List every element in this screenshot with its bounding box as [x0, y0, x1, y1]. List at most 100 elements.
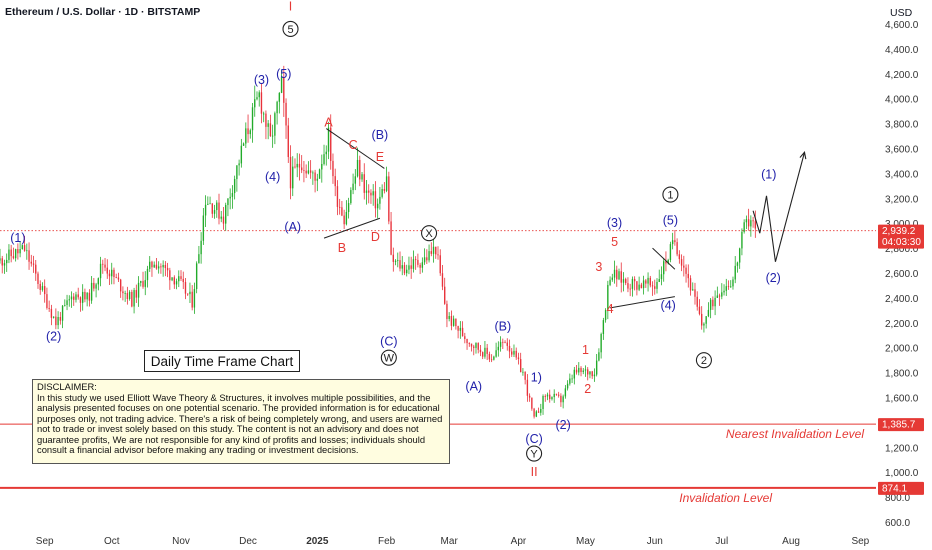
candle-body [17, 249, 19, 254]
candle-body [227, 198, 229, 206]
candle-body [549, 394, 551, 400]
candle-body [598, 352, 600, 361]
candle-body [102, 263, 104, 265]
candle-body [298, 163, 301, 168]
candle-body [238, 163, 240, 166]
candle-body [341, 207, 343, 216]
candle-body [318, 169, 321, 179]
candle-body [680, 259, 683, 266]
candle-body [741, 231, 743, 249]
candle-body [707, 309, 710, 317]
candle-body [490, 359, 493, 361]
candle-body [90, 282, 93, 301]
candle-body [394, 260, 397, 262]
wave-label: (1) [10, 231, 25, 245]
candle-body [316, 178, 319, 181]
candle-body [153, 264, 155, 268]
x-axis[interactable]: Sep Oct Nov Dec 2025 Feb Mar Apr May Jun Jul Aug Sep [36, 536, 870, 547]
candle-body [115, 277, 117, 278]
candle-body [732, 279, 734, 287]
candle-body [743, 222, 745, 232]
candle-body [338, 206, 341, 208]
candle-body [182, 278, 184, 283]
candle-body [8, 249, 10, 260]
candle-body [162, 264, 164, 268]
candle-body [419, 264, 421, 268]
candle-body [345, 211, 348, 225]
wave-label: 2 [701, 355, 707, 367]
candle-body [461, 327, 464, 337]
wave-label-circle [282, 20, 299, 38]
candle-body [542, 395, 544, 409]
wave-label: (2) [556, 418, 571, 432]
candle-body [417, 259, 419, 265]
candle-body [254, 99, 256, 108]
candle-body [225, 205, 227, 224]
candle-body [611, 277, 613, 280]
candle-body [428, 251, 430, 261]
wave-label: I [289, 0, 292, 14]
candle-body [651, 285, 654, 287]
candle-body [473, 346, 475, 348]
candle-body [696, 296, 698, 307]
candle-body [336, 186, 339, 207]
y-axis[interactable]: 600.0800.01,000.01,200.01,400.01,600.01,… [878, 20, 924, 529]
candle-body [66, 300, 68, 305]
candle-body [249, 130, 251, 135]
wave-label: D [371, 230, 380, 244]
candle-body [354, 176, 357, 184]
candle-body [142, 281, 144, 287]
candle-body [61, 305, 64, 321]
levels-layer: Nearest Invalidation Level Invalidation L… [0, 230, 876, 505]
candle-body [622, 279, 625, 283]
candle-body [716, 295, 719, 298]
candle-body [437, 254, 439, 256]
wave-label: (4) [661, 298, 676, 312]
candle-body [633, 278, 636, 282]
candle-body [48, 307, 50, 309]
triangle-trendline [323, 217, 381, 239]
wave-label: 5 [287, 24, 293, 36]
candle-body [479, 349, 482, 353]
candle-body [374, 191, 377, 209]
candle-body [575, 369, 578, 373]
candle-body [216, 202, 218, 211]
candle-body [21, 245, 24, 249]
candle-body [140, 281, 142, 283]
y-tick-label: 2,200.0 [885, 319, 919, 330]
candle-body [280, 77, 283, 93]
y-tick-label: 800.0 [885, 493, 910, 504]
candle-body [370, 192, 372, 196]
candle-body [207, 203, 209, 205]
candle-body [627, 283, 629, 289]
y-tick-label: 1,600.0 [885, 394, 919, 405]
wave-label-circle [662, 186, 679, 203]
candle-body [482, 352, 484, 357]
candle-body [412, 259, 415, 269]
candle-body [229, 196, 231, 199]
candle-body [685, 267, 687, 274]
candle-body [93, 282, 95, 289]
candle-body [392, 254, 394, 262]
candle-body [202, 215, 205, 241]
candle-body [104, 264, 106, 268]
candle-body [146, 268, 149, 281]
wave-label: (5) [276, 67, 291, 81]
wave-label: 5 [611, 235, 618, 249]
candle-body [573, 369, 576, 379]
candle-body [408, 265, 410, 270]
candle-body [73, 296, 75, 300]
candle-body [32, 263, 35, 265]
candle-body [663, 261, 665, 275]
candle-body [654, 286, 656, 289]
wave-label: 3 [595, 260, 602, 274]
candle-body [397, 260, 399, 261]
candle-body [263, 113, 265, 115]
candle-body [124, 293, 126, 294]
triangle-trendline [652, 247, 676, 270]
candle-body [470, 343, 473, 347]
candle-body [569, 378, 571, 384]
candle-body [160, 266, 162, 268]
candle-body [522, 371, 524, 373]
